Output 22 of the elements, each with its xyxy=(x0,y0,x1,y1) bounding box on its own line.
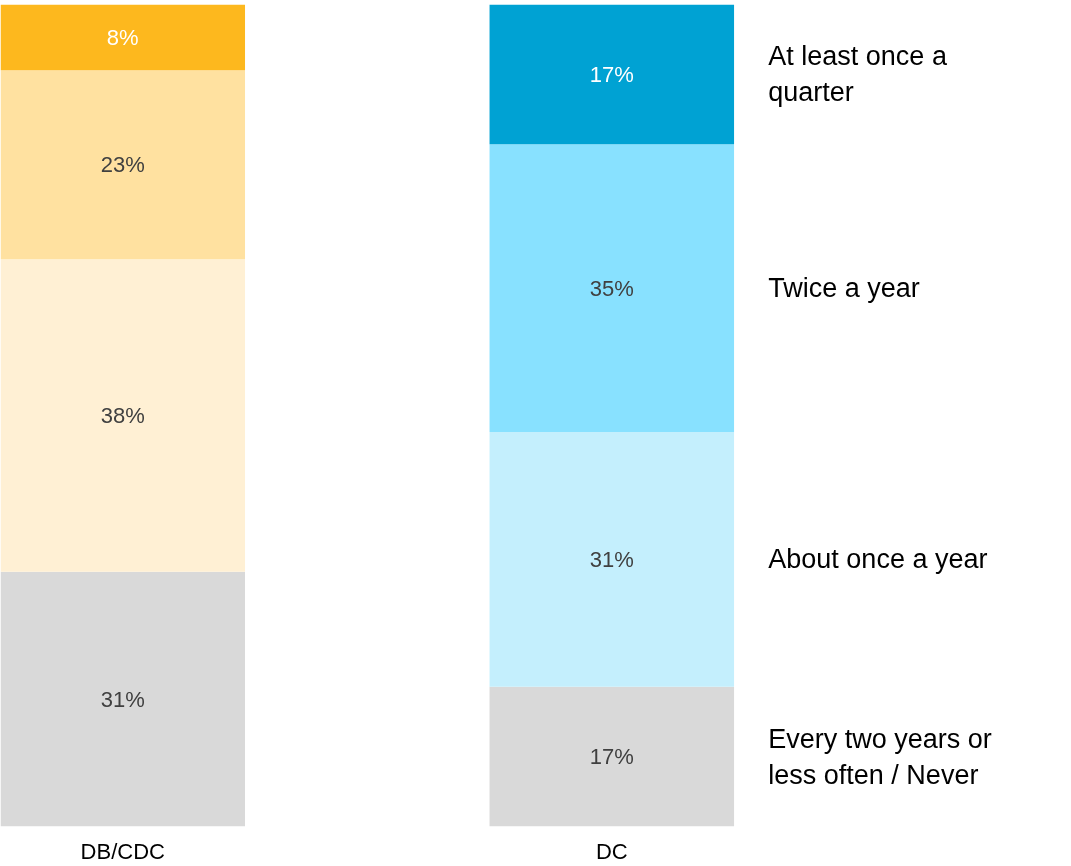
bar xyxy=(0,259,246,572)
series-label: About once a year xyxy=(768,544,988,575)
bar xyxy=(0,4,246,71)
data-label: 23% xyxy=(100,152,145,178)
data-label: 8% xyxy=(106,24,139,50)
bar xyxy=(489,431,735,687)
x-tick-label: DB/CDC xyxy=(80,838,166,864)
bar xyxy=(0,571,246,827)
series-label: At least once a quarter xyxy=(768,41,948,108)
data-label: 38% xyxy=(100,403,145,428)
series-label: Every two years or less often / Never xyxy=(768,723,992,790)
data-label: 17% xyxy=(589,744,634,770)
series-label: Twice a year xyxy=(768,273,920,304)
data-label: 35% xyxy=(589,275,634,301)
x-tick-label: DC xyxy=(595,838,628,864)
bar xyxy=(0,70,246,260)
bar xyxy=(489,686,735,827)
data-label: 31% xyxy=(589,546,634,572)
data-label: 31% xyxy=(100,686,145,712)
bar xyxy=(489,144,735,432)
bar xyxy=(489,4,735,145)
data-label: 17% xyxy=(589,61,634,87)
